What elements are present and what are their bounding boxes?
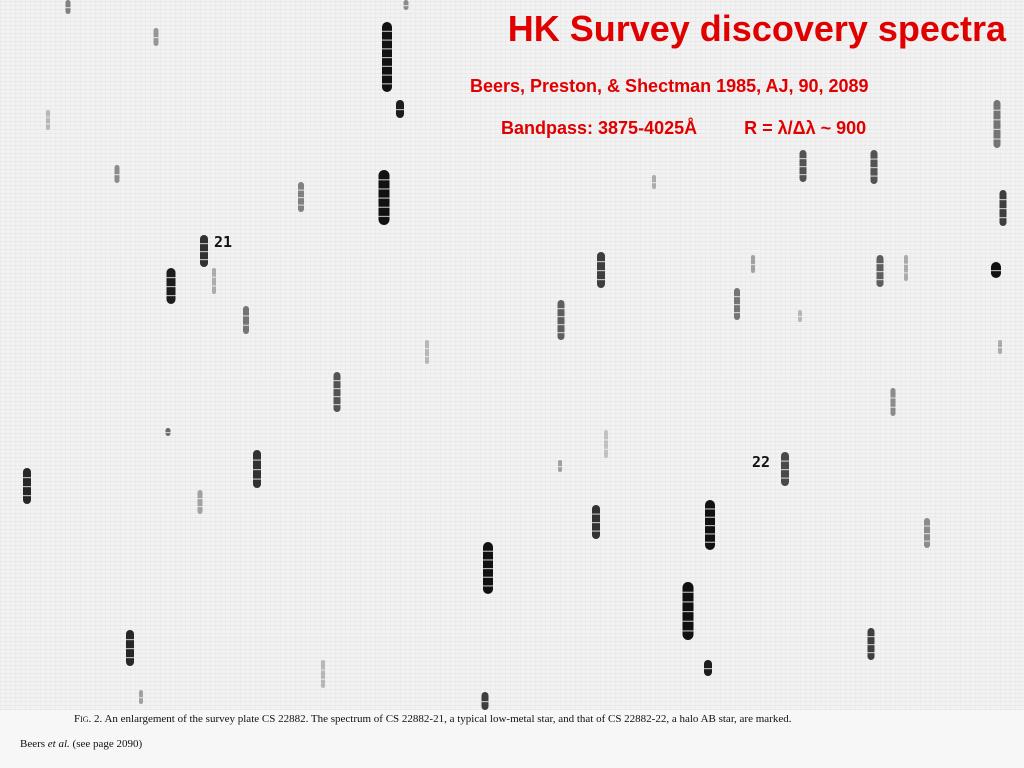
plate-spectra [23,0,1007,710]
spectrum-streak [924,518,930,548]
spectrum-streak [298,182,304,212]
spectrum-streak [197,490,203,514]
spectrum-streak [200,235,208,267]
spectrum-streak [483,542,493,594]
spectrum-streak [597,252,605,288]
spectrum-streak [904,255,908,281]
figure-caption: Fig. 2. An enlargement of the survey pla… [74,713,791,725]
spectrum-streak [799,150,807,182]
spectrum-streak [876,255,884,287]
spectrum-streak [682,582,694,640]
spectrum-streak [23,468,31,504]
spectrum-streak [321,660,325,688]
spectrum-streak [604,430,608,458]
spectrum-streak [114,165,120,183]
credit-etal: et al. [47,738,70,750]
figure-credit: Beers et al. (see page 2090) [20,738,142,750]
spectrum-streak [139,690,143,704]
spectrum-streak [166,268,176,304]
spectrum-streak [243,306,249,334]
citation: Beers, Preston, & Shectman 1985, AJ, 90,… [470,76,869,96]
spectrum-streak [998,340,1002,354]
spectrum-streak [592,505,600,539]
spectrum-streak [890,388,896,416]
marker-star-22: 22 [752,453,771,471]
spectrum-streak [558,460,562,472]
spectrum-streak [798,310,802,322]
spectrum-streak [212,268,216,294]
spectrum-streak [65,0,71,14]
slide-title: HK Survey discovery spectra [507,8,1006,49]
spectrum-streak [751,255,755,273]
spectrum-streak [425,340,429,364]
resolution: R = λ/Δλ ~ 900 [744,118,867,138]
spectrum-streak [403,0,409,10]
spectrum-streak [867,628,875,660]
spectrum-streak [999,190,1007,226]
spectrum-streak [705,500,715,550]
spectrum-streak [165,428,171,436]
spectrum-streak [378,170,390,225]
spectrum-streak [652,175,656,189]
figure-label: Fig. 2. [74,713,103,725]
spectrum-streak [382,22,392,92]
survey-plate-image [0,0,1024,710]
spectral-parameters: Bandpass: 3875-4025Å R = λ/Δλ ~ 900 [501,118,866,139]
spectrum-streak [704,660,712,676]
credit-prefix: Beers [20,738,48,750]
spectrum-streak [991,262,1001,278]
spectrum-streak [993,100,1001,148]
spectrum-streak [870,150,878,184]
spectrum-streak [557,300,565,340]
spectrum-streak [481,692,489,710]
spectrum-streak [734,288,740,320]
spectrum-streak [46,110,50,130]
bandpass: Bandpass: 3875-4025Å [501,118,698,138]
spectrum-streak [253,450,261,488]
spectrum-streak [781,452,789,486]
spectrum-streak [396,100,404,118]
spectrum-streak [333,372,341,412]
figure-caption-text: An enlargement of the survey plate CS 22… [104,713,792,725]
spectrum-streak [126,630,134,666]
credit-suffix: (see page 2090) [69,738,143,750]
marker-star-21: 21 [214,233,233,251]
spectrum-streak [153,28,159,46]
